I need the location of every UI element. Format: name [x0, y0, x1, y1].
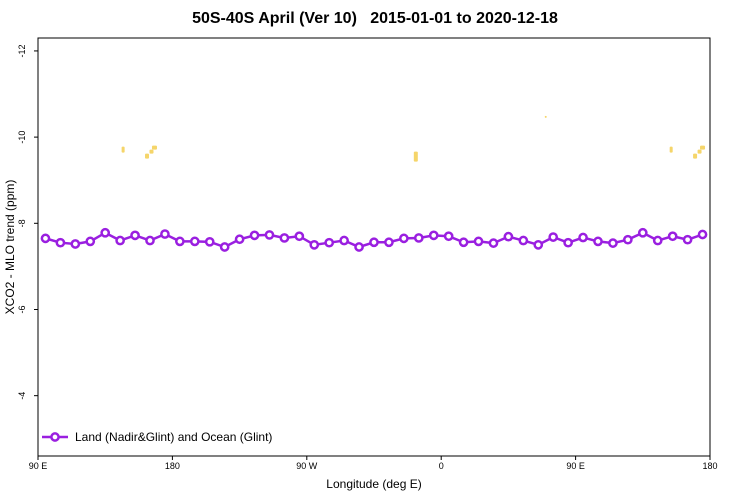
- data-point: [413, 233, 424, 243]
- x-tick-label: 0: [439, 461, 444, 471]
- data-point: [324, 237, 335, 248]
- data-point: [473, 236, 484, 247]
- data-point: [488, 238, 499, 248]
- data-point: [175, 236, 185, 247]
- x-tick-label: 90 E: [29, 461, 48, 471]
- data-point: [682, 234, 693, 245]
- x-tick-label: 180: [702, 461, 717, 471]
- data-point: [548, 232, 559, 242]
- data-point: [219, 242, 230, 252]
- data-point: [70, 239, 81, 249]
- data-point: [339, 235, 349, 246]
- data-point: [533, 239, 544, 250]
- data-point: [145, 235, 155, 246]
- land-patch: [121, 146, 125, 153]
- data-point: [503, 231, 514, 242]
- data-point: [637, 227, 648, 238]
- data-point: [189, 236, 200, 247]
- y-axis: -4 -6 -8 -10 -12: [17, 44, 38, 400]
- data-point: [518, 235, 529, 246]
- data-point: [458, 237, 469, 248]
- plot-frame: [37, 37, 711, 457]
- data-point: [160, 229, 170, 239]
- land-patch: [700, 145, 706, 150]
- data-point: [399, 233, 409, 244]
- land-patch: [145, 153, 150, 159]
- y-tick-label: -8: [17, 219, 27, 227]
- chart-title: 50S-40S April (Ver 10) 2015-01-01 to 202…: [192, 10, 558, 27]
- x-axis-title: Longitude (deg E): [326, 477, 421, 491]
- data-point: [130, 230, 140, 241]
- data-point: [428, 230, 439, 241]
- y-axis-title: XCO2 - MLO trend (ppm): [3, 180, 17, 315]
- data-point: [249, 230, 260, 241]
- y-tick-label: -10: [17, 131, 27, 144]
- data-point: [593, 236, 603, 247]
- data-point: [384, 237, 394, 248]
- land-patch: [149, 149, 154, 154]
- land-patch: [697, 149, 702, 154]
- data-point: [234, 234, 245, 245]
- data-point: [443, 231, 454, 242]
- legend-marker-swatch: [50, 432, 60, 442]
- data-point: [563, 237, 573, 248]
- data-point: [55, 237, 66, 248]
- legend: Land (Nadir&Glint) and Ocean (Glint): [42, 430, 272, 444]
- data-point: [204, 236, 215, 247]
- legend-label: Land (Nadir&Glint) and Ocean (Glint): [75, 430, 272, 444]
- data-point: [85, 236, 96, 247]
- data-point: [608, 238, 618, 248]
- land-patch: [544, 115, 547, 118]
- data-point: [578, 232, 588, 243]
- latitude-band-map: [121, 115, 706, 162]
- y-tick-label: -6: [17, 305, 27, 313]
- land-patch: [693, 153, 698, 159]
- data-point: [294, 231, 305, 242]
- data-point: [40, 233, 51, 244]
- series-layer: [40, 227, 708, 252]
- data-point: [623, 234, 633, 245]
- x-axis: 90 E 180 90 W 0 90 E 180: [29, 456, 718, 471]
- x-tick-label: 90 W: [296, 461, 318, 471]
- data-point: [100, 227, 111, 238]
- data-point: [279, 233, 290, 243]
- data-point: [354, 242, 364, 252]
- y-tick-label: -12: [17, 44, 27, 57]
- land-patch: [413, 151, 418, 162]
- y-tick-label: -4: [17, 392, 27, 400]
- data-point: [697, 229, 708, 240]
- data-point: [309, 239, 320, 250]
- data-point: [264, 230, 275, 240]
- data-point: [667, 231, 678, 242]
- land-patch: [151, 145, 157, 150]
- data-point: [369, 237, 379, 248]
- data-point: [115, 235, 125, 246]
- land-patch: [669, 146, 673, 153]
- x-tick-label: 90 E: [566, 461, 585, 471]
- x-tick-label: 180: [165, 461, 180, 471]
- data-point: [652, 235, 663, 246]
